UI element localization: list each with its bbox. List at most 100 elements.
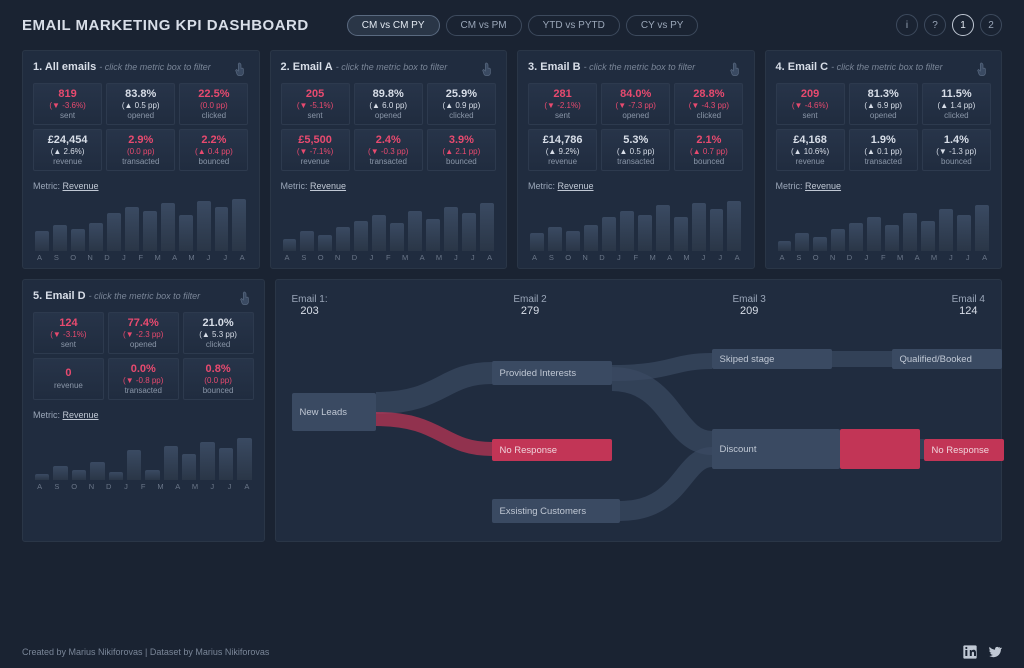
sankey-node-discount-red[interactable] <box>840 429 920 469</box>
metric-box[interactable]: 1.9%(▲ 0.1 pp)transacted <box>849 129 918 171</box>
metric-label: clicked <box>677 111 740 120</box>
linkedin-icon[interactable] <box>962 644 978 660</box>
metric-label: revenue <box>284 157 347 166</box>
metric-value: 25.9% <box>430 89 493 100</box>
period-tabs: CM vs CM PY CM vs PM YTD vs PYTD CY vs PY <box>347 15 699 36</box>
card-title: 2. Email A - click the metric box to fil… <box>281 61 497 73</box>
bar <box>90 462 104 480</box>
metric-select[interactable]: Metric: Revenue <box>33 181 249 191</box>
metric-box[interactable]: 819(▼ -3.6%)sent <box>33 83 102 125</box>
metric-box[interactable]: 0revenue <box>33 358 104 400</box>
period-tab[interactable]: CM vs PM <box>446 15 522 36</box>
metric-box[interactable]: 2.4%(▼ -0.3 pp)transacted <box>354 129 423 171</box>
period-tab[interactable]: YTD vs PYTD <box>528 15 620 36</box>
sankey-node-noresp2[interactable]: No Response <box>924 439 1004 461</box>
bar <box>849 223 863 251</box>
metric-box[interactable]: £24,454(▲ 2.6%)revenue <box>33 129 102 171</box>
sankey-node-skipped[interactable]: Skiped stage <box>712 349 832 369</box>
sankey-node-existing[interactable]: Exsisting Customers <box>492 499 620 523</box>
metric-value: 2.9% <box>109 135 172 146</box>
metric-box[interactable]: 28.8%(▼ -4.3 pp)clicked <box>674 83 743 125</box>
footer-text: Created by Marius Nikiforovas | Dataset … <box>22 647 269 657</box>
month-label: A <box>33 253 46 262</box>
month-label: A <box>33 482 46 491</box>
metric-delta: (▲ 1.4 pp) <box>925 101 988 110</box>
metric-label: bounced <box>182 157 245 166</box>
period-tab[interactable]: CY vs PY <box>626 15 699 36</box>
bar <box>143 211 157 251</box>
metric-box[interactable]: 281(▼ -2.1%)sent <box>528 83 597 125</box>
sankey-links <box>292 321 986 531</box>
metric-label: clicked <box>186 340 251 349</box>
month-label: A <box>911 253 924 262</box>
bar <box>444 207 458 251</box>
header: EMAIL MARKETING KPI DASHBOARD CM vs CM P… <box>0 0 1024 44</box>
sankey-node-discount[interactable]: Discount <box>712 429 840 469</box>
month-label: A <box>528 253 541 262</box>
nav-round-button[interactable]: ? <box>924 14 946 36</box>
metric-label: sent <box>36 111 99 120</box>
metric-value: 2.1% <box>677 135 740 146</box>
metric-box[interactable]: 3.9%(▲ 2.1 pp)bounced <box>427 129 496 171</box>
metric-box[interactable]: 124(▼ -3.1%)sent <box>33 312 104 354</box>
metric-box[interactable]: 81.3%(▲ 6.9 pp)opened <box>849 83 918 125</box>
metric-box[interactable]: 84.0%(▼ -7.3 pp)opened <box>601 83 670 125</box>
metric-box[interactable]: £4,168(▲ 10.6%)revenue <box>776 129 845 171</box>
bar <box>354 221 368 251</box>
metric-select[interactable]: Metric: Revenue <box>33 410 254 420</box>
sankey-node-new-leads[interactable]: New Leads <box>292 393 376 431</box>
card-subtitle: - click the metric box to filter <box>336 62 448 72</box>
metric-select[interactable]: Metric: Revenue <box>281 181 497 191</box>
metric-box[interactable]: 83.8%(▲ 0.5 pp)opened <box>106 83 175 125</box>
bar <box>219 448 233 480</box>
bar <box>107 213 121 251</box>
metric-select[interactable]: Metric: Revenue <box>528 181 744 191</box>
metric-box[interactable]: 209(▼ -4.6%)sent <box>776 83 845 125</box>
month-label: A <box>171 482 184 491</box>
metric-value: 2.2% <box>182 135 245 146</box>
metric-box[interactable]: 2.1%(▲ 0.7 pp)bounced <box>674 129 743 171</box>
metric-box[interactable]: 5.3%(▲ 0.5 pp)transacted <box>601 129 670 171</box>
metric-delta: (0.0 pp) <box>182 101 245 110</box>
nav-round-button[interactable]: 2 <box>980 14 1002 36</box>
metric-value: 89.8% <box>357 89 420 100</box>
sankey-node-provided[interactable]: Provided Interests <box>492 361 612 385</box>
sankey-node-noresp1[interactable]: No Response <box>492 439 612 461</box>
metric-box[interactable]: 25.9%(▲ 0.9 pp)clicked <box>427 83 496 125</box>
metric-box[interactable]: 1.4%(▼ -1.3 pp)bounced <box>922 129 991 171</box>
month-axis: ASONDJFMAMJJA <box>33 253 249 262</box>
nav-round-button[interactable]: i <box>896 14 918 36</box>
metric-box[interactable]: 2.9%(0.0 pp)transacted <box>106 129 175 171</box>
metric-value: 0.8% <box>186 364 251 375</box>
bar <box>72 470 86 480</box>
tap-icon <box>975 61 991 77</box>
metric-box[interactable]: 205(▼ -5.1%)sent <box>281 83 350 125</box>
metric-box[interactable]: 11.5%(▲ 1.4 pp)clicked <box>922 83 991 125</box>
metric-box[interactable]: 0.8%(0.0 pp)bounced <box>183 358 254 400</box>
bar <box>885 225 899 251</box>
bar <box>795 233 809 251</box>
metric-box[interactable]: 77.4%(▼ -2.3 pp)opened <box>108 312 179 354</box>
metric-box[interactable]: £5,500(▼ -7.1%)revenue <box>281 129 350 171</box>
period-tab[interactable]: CM vs CM PY <box>347 15 440 36</box>
metric-label: bounced <box>677 157 740 166</box>
sankey-column-header: Email 2279 <box>513 294 546 317</box>
month-label: F <box>382 253 395 262</box>
sankey-node-qualified[interactable]: Qualified/Booked <box>892 349 1002 369</box>
metric-box[interactable]: 0.0%(▼ -0.8 pp)transacted <box>108 358 179 400</box>
metric-value: 21.0% <box>186 318 251 329</box>
metric-select[interactable]: Metric: Revenue <box>776 181 992 191</box>
month-label: N <box>331 253 344 262</box>
metric-label: opened <box>109 111 172 120</box>
metric-label: bounced <box>925 157 988 166</box>
twitter-icon[interactable] <box>986 644 1002 660</box>
metric-box[interactable]: 89.8%(▲ 6.0 pp)opened <box>354 83 423 125</box>
metric-box[interactable]: £14,786(▲ 9.2%)revenue <box>528 129 597 171</box>
metric-box[interactable]: 21.0%(▲ 5.3 pp)clicked <box>183 312 254 354</box>
nav-round-button[interactable]: 1 <box>952 14 974 36</box>
bar <box>372 215 386 251</box>
month-label: M <box>154 482 167 491</box>
metric-box[interactable]: 22.5%(0.0 pp)clicked <box>179 83 248 125</box>
metric-box[interactable]: 2.2%(▲ 0.4 pp)bounced <box>179 129 248 171</box>
bar <box>197 201 211 251</box>
